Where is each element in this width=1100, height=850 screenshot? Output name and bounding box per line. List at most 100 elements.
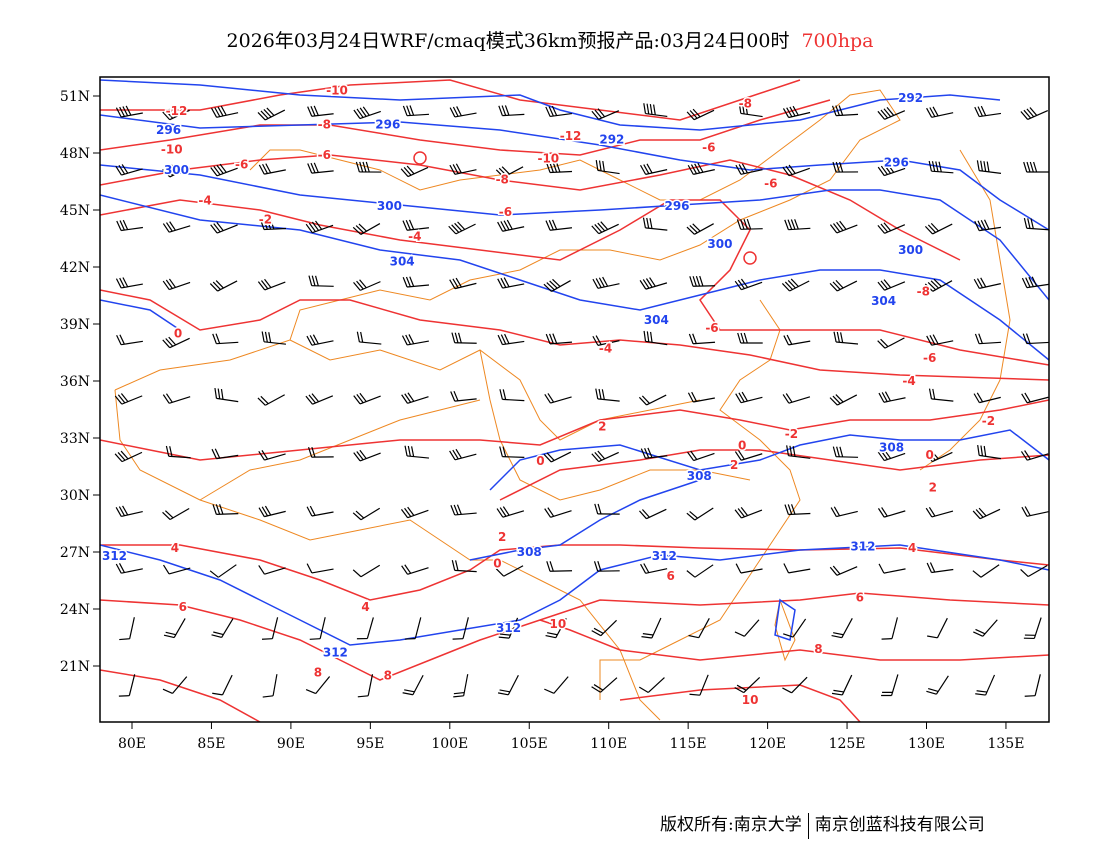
wind-barb xyxy=(162,108,190,121)
wind-barb xyxy=(212,333,239,345)
wind-barb xyxy=(1021,392,1049,404)
wind-barb xyxy=(115,505,143,518)
wind-barb xyxy=(545,618,567,639)
wind-barb xyxy=(640,163,668,175)
wind-barb xyxy=(307,162,334,174)
temperature-contour-label: 0 xyxy=(925,448,933,462)
temperature-contour-label: 0 xyxy=(738,439,746,453)
wind-barb xyxy=(210,163,238,177)
wind-barb xyxy=(261,617,279,640)
height-contour-label: 300 xyxy=(164,163,189,177)
wind-barb xyxy=(783,334,811,346)
wind-barb xyxy=(639,277,668,290)
wind-barb xyxy=(116,219,143,232)
wind-barb xyxy=(257,394,285,406)
lon-tick-label: 125E xyxy=(829,736,866,752)
temperature-contour-label: -2 xyxy=(259,213,272,227)
height-contour-label: 304 xyxy=(871,294,896,308)
wind-barb xyxy=(400,506,429,519)
lat-tick-label: 39N xyxy=(60,317,90,333)
wind-barb xyxy=(595,388,620,402)
height-contour-label: 312 xyxy=(652,549,677,563)
wind-barb xyxy=(638,394,667,406)
wind-barb xyxy=(163,618,186,639)
wind-barb xyxy=(738,103,763,118)
wind-barb xyxy=(165,445,191,459)
wind-barb xyxy=(688,333,716,345)
wind-barb xyxy=(831,618,853,639)
temperature-contour-label: 8 xyxy=(384,669,392,683)
wind-barb xyxy=(162,278,191,291)
temperature-contour-label: -6 xyxy=(235,157,248,171)
wind-barb xyxy=(1021,506,1049,517)
wind-barb xyxy=(497,219,525,232)
wind-barb xyxy=(782,164,810,177)
temperature-contour-label: -8 xyxy=(318,118,331,132)
temperature-contour-label: 2 xyxy=(598,420,606,434)
wind-barb xyxy=(544,507,572,518)
temperature-contour-label: 8 xyxy=(314,665,322,679)
wind-barb xyxy=(209,564,237,578)
wind-barb xyxy=(782,105,811,119)
wind-barb xyxy=(400,165,429,178)
wind-barb xyxy=(211,448,239,460)
wind-barb xyxy=(877,337,905,349)
wind-barb xyxy=(545,219,573,231)
height-contour-label: 304 xyxy=(644,313,669,327)
temperature-contour-label: 6 xyxy=(666,569,674,583)
wind-barb xyxy=(639,508,667,520)
wind-barb xyxy=(498,105,525,117)
wind-barb xyxy=(829,394,858,406)
temperature-contour-label: 10 xyxy=(742,693,759,707)
wind-barb xyxy=(686,564,714,578)
temperature-contour-label: 2 xyxy=(929,480,937,494)
wind-barb xyxy=(545,105,573,118)
wind-barb xyxy=(452,617,469,640)
lat-tick-label: 33N xyxy=(60,431,90,447)
lat-tick-label: 27N xyxy=(60,545,90,561)
temperature-contour-label: 4 xyxy=(908,541,916,555)
wind-barb xyxy=(449,163,477,175)
wind-barb xyxy=(830,506,858,518)
wind-barb xyxy=(640,447,668,459)
wind-barb xyxy=(592,335,620,346)
wind-barb xyxy=(924,222,953,235)
wind-barb xyxy=(734,619,760,637)
wind-barb xyxy=(114,393,143,405)
wind-barb xyxy=(355,161,382,173)
wind-barb xyxy=(973,392,1001,404)
lon-tick-label: 85E xyxy=(197,736,225,752)
wind-barb xyxy=(689,275,716,287)
wind-barb xyxy=(782,676,808,694)
wind-barb xyxy=(162,507,190,521)
temperature-contour-label: -10 xyxy=(161,143,183,157)
lat-tick-label: 48N xyxy=(60,146,90,162)
wind-barb xyxy=(545,333,573,345)
wind-barb xyxy=(162,221,191,233)
wind-barb xyxy=(974,333,1002,345)
wind-barb xyxy=(687,450,715,462)
wind-barb xyxy=(643,103,668,118)
wind-barb xyxy=(448,221,476,235)
wind-barb xyxy=(877,279,906,291)
copyright-footer: 版权所有:南京大学 南京创蓝科技有限公司 xyxy=(660,810,985,839)
boundary-lines xyxy=(114,89,1011,721)
wind-barb xyxy=(402,276,430,288)
wind-barb xyxy=(453,674,469,698)
wind-barb xyxy=(257,278,286,291)
map-frame xyxy=(99,76,1050,723)
wind-barb xyxy=(544,676,569,694)
wind-barb xyxy=(353,449,381,462)
wind-barb xyxy=(594,503,620,515)
wind-barb xyxy=(212,674,233,696)
wind-barb xyxy=(211,618,234,638)
lon-tick-label: 95E xyxy=(356,736,384,752)
wind-barb xyxy=(212,504,239,515)
wind-barb xyxy=(402,105,430,117)
wind-barb xyxy=(498,617,519,639)
wind-barb xyxy=(450,504,477,516)
wind-barb xyxy=(832,161,859,173)
wind-barb xyxy=(258,565,286,575)
wind-barb xyxy=(928,160,954,174)
wind-barb xyxy=(833,331,859,345)
